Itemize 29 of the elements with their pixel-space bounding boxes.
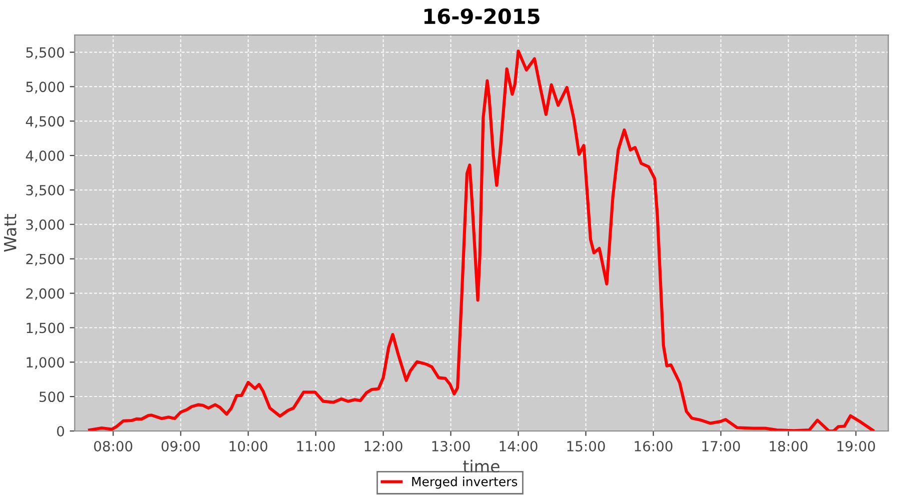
x-tick-label: 19:00 <box>837 440 875 452</box>
y-axis-title: Watt <box>4 214 16 252</box>
y-tick-label: 4,000 <box>26 150 64 162</box>
x-tick-label: 09:00 <box>162 440 200 452</box>
x-tick-label: 15:00 <box>567 440 605 452</box>
chart-title: 16-9-2015 <box>424 8 540 24</box>
x-tick-label: 10:00 <box>230 440 268 452</box>
x-tick-label: 14:00 <box>500 440 538 452</box>
y-tick-label: 1,500 <box>26 322 64 335</box>
y-tick-label: 5,000 <box>26 82 64 94</box>
y-tick-label: 0 <box>57 426 64 436</box>
x-tick-label: 18:00 <box>770 440 808 452</box>
line-series <box>88 50 874 431</box>
x-tick-label: 12:00 <box>364 440 402 452</box>
x-axis-title: time <box>463 460 500 473</box>
y-tick-label: 2,000 <box>26 288 64 300</box>
y-tick-label: 3,500 <box>26 184 64 197</box>
y-tick-label: 3,000 <box>26 219 64 232</box>
legend-label: Merged inverters <box>412 476 518 489</box>
y-tick-label: 4,500 <box>26 116 64 128</box>
x-tick-label: 17:00 <box>702 440 740 452</box>
x-tick-label: 13:00 <box>432 440 470 452</box>
y-tick-label: 2,500 <box>26 254 64 266</box>
x-tick-label: 16:00 <box>634 440 672 452</box>
y-tick-label: 5,500 <box>26 47 64 60</box>
y-tick-label: 1,000 <box>26 357 64 370</box>
x-tick-label: 08:00 <box>94 440 132 452</box>
x-tick-label: 11:00 <box>297 440 335 452</box>
y-tick-label: 500 <box>40 392 64 402</box>
